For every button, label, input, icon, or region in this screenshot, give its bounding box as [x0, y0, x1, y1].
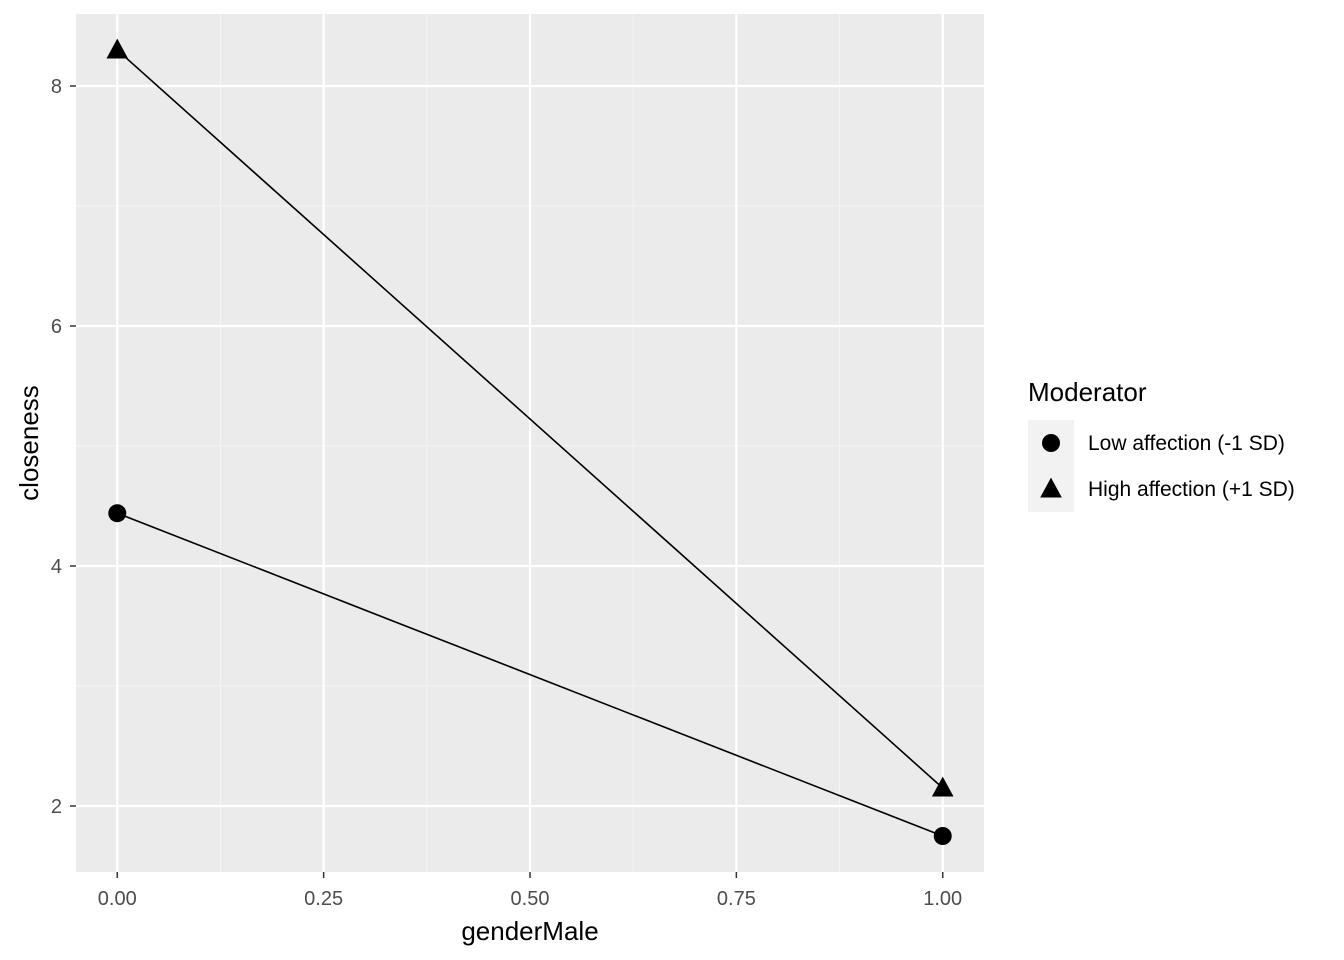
y-tick-label: 4: [51, 556, 62, 578]
series-triangle: [106, 38, 954, 797]
x-tick-label: 1.00: [923, 888, 962, 910]
legend-key-triangle: [1040, 477, 1062, 498]
data-point-circle: [108, 504, 127, 523]
legend-key-circle: [1042, 434, 1060, 452]
y-tick-label: 8: [51, 76, 62, 98]
legend-title: Moderator: [1028, 377, 1147, 407]
series-line: [116, 49, 944, 789]
series-circle: [108, 504, 952, 845]
grid-lines: [76, 14, 984, 872]
series-line: [116, 512, 944, 837]
x-axis-title: genderMale: [461, 916, 598, 946]
x-tick-label: 0.25: [304, 888, 343, 910]
data-point-triangle: [931, 776, 954, 797]
y-axis-title: closeness: [14, 385, 44, 501]
legend-label: Low affection (-1 SD): [1088, 432, 1285, 455]
axes: 0.00 0.25 0.50 0.75 1.00 2 4 6 8: [51, 76, 962, 910]
y-tick-label: 6: [51, 316, 62, 338]
y-tick-label: 2: [51, 796, 62, 818]
legend-label: High affection (+1 SD): [1088, 478, 1295, 501]
data-series: [106, 38, 954, 845]
data-point-triangle: [106, 38, 129, 59]
x-tick-label: 0.75: [717, 888, 756, 910]
legend: Moderator Low affection (-1 SD) High affe…: [1028, 377, 1295, 512]
data-point-circle: [933, 827, 952, 845]
x-tick-label: 0.00: [98, 888, 137, 910]
x-tick-label: 0.50: [511, 888, 550, 910]
